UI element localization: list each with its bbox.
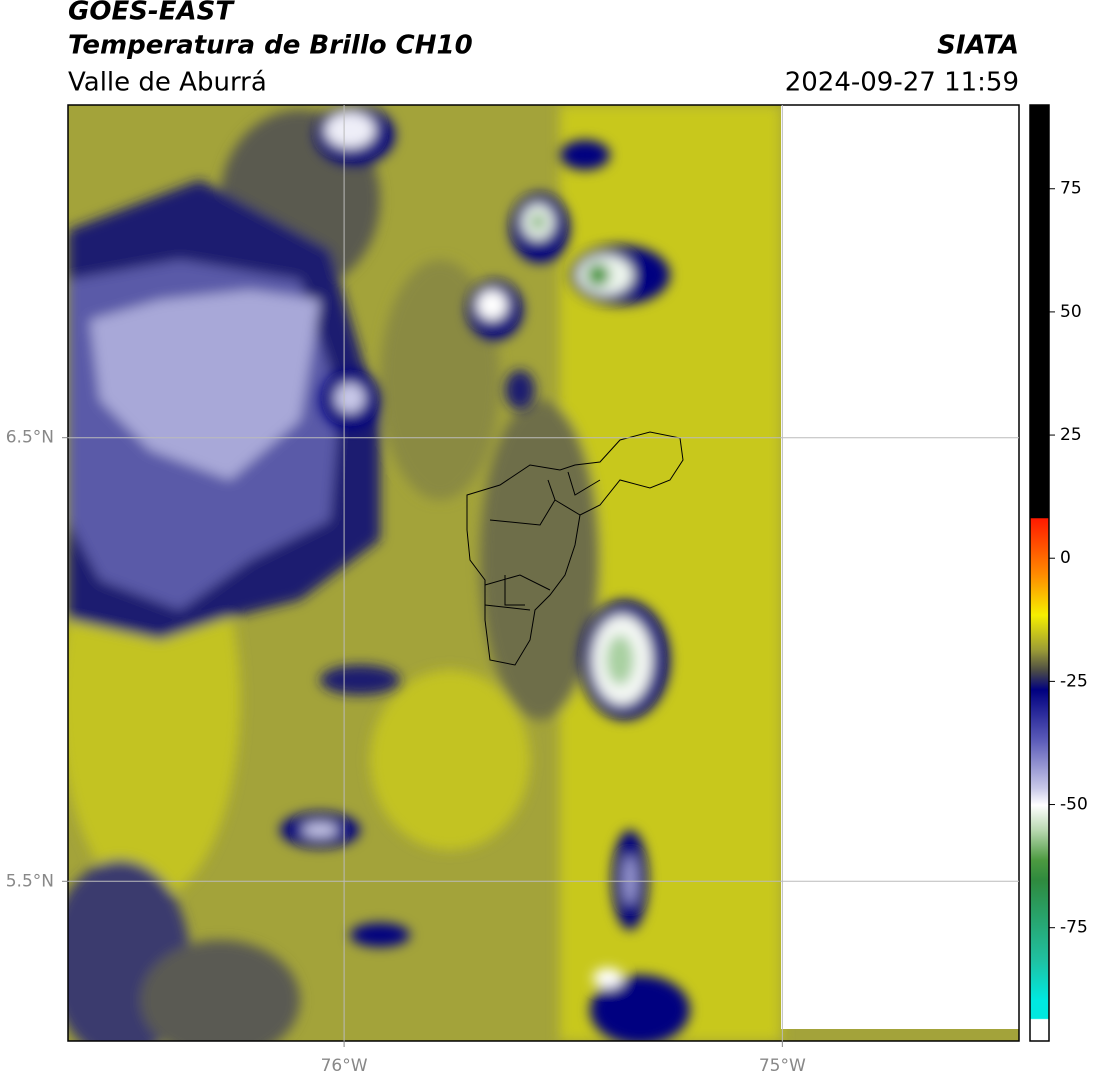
- region: Valle de Aburrá: [68, 68, 267, 98]
- title-line2: Temperatura de Brillo CH10: [68, 31, 473, 61]
- source: SIATA: [937, 31, 1019, 61]
- x-tick-label: 75°W: [759, 1056, 806, 1076]
- colorbar-tick-label: -25: [1060, 671, 1088, 691]
- map-frame: [67, 104, 1020, 1042]
- satellite-image: [68, 105, 1019, 1041]
- colorbar-tick-label: -75: [1060, 918, 1088, 938]
- title-line1: GOES-EAST: [68, 0, 235, 27]
- colorbar-tick-label: 50: [1060, 302, 1082, 322]
- colorbar-tick-label: 0: [1060, 548, 1071, 568]
- datetime: 2024-09-27 11:59: [785, 68, 1019, 98]
- y-tick-label: 5.5°N: [6, 871, 54, 891]
- colorbar: [1029, 104, 1050, 1042]
- y-tick-label: 6.5°N: [6, 428, 54, 448]
- colorbar-tick-label: 25: [1060, 425, 1082, 445]
- colorbar-tick-label: -50: [1060, 795, 1088, 815]
- colorbar-tick-label: 75: [1060, 179, 1082, 199]
- x-tick-label: 76°W: [321, 1056, 368, 1076]
